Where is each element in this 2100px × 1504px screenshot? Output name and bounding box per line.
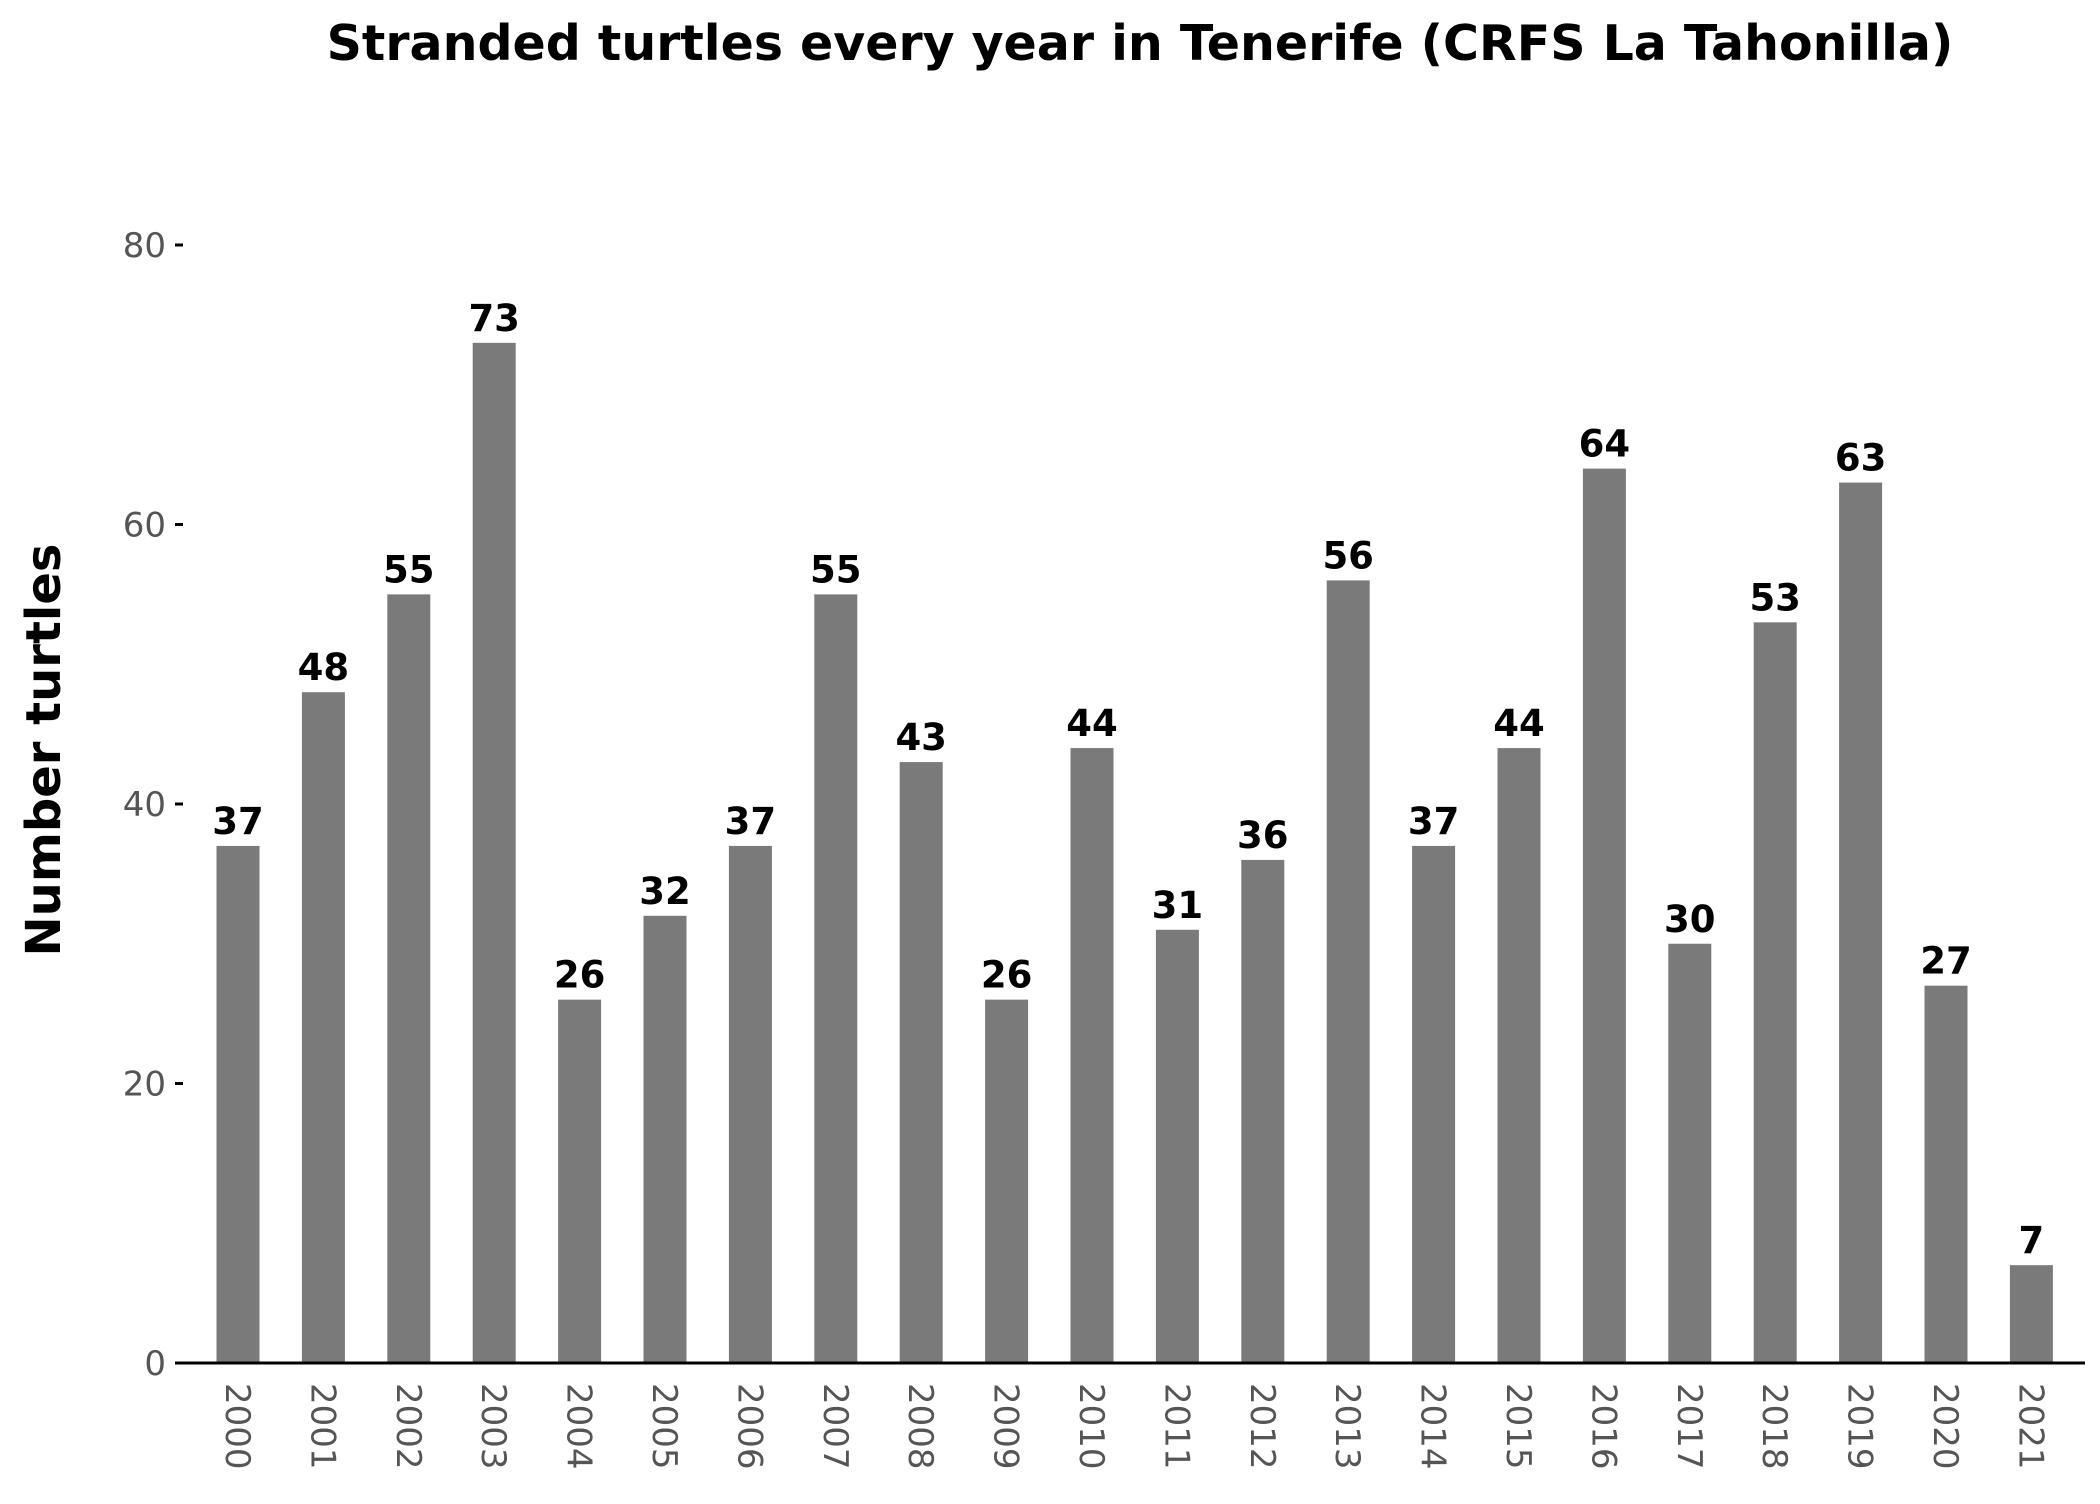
y-tick-label: 0 — [144, 1344, 166, 1384]
data-label-2018: 53 — [1749, 576, 1801, 619]
data-label-2013: 56 — [1322, 534, 1374, 577]
x-tick-label-2003: 2003 — [473, 1383, 513, 1470]
x-tick-label-2008: 2008 — [900, 1383, 940, 1470]
data-label-2012: 36 — [1237, 814, 1289, 857]
data-label-2010: 44 — [1066, 702, 1118, 745]
x-tick-label-2002: 2002 — [388, 1383, 428, 1470]
x-axis: 2000 2001 2002 2003 2004 2005 2006 2007 2008 2009… — [183, 1361, 2085, 1470]
data-label-2009: 26 — [981, 954, 1033, 997]
y-axis-label: Number turtles — [16, 544, 72, 957]
x-tick-label-2011: 2011 — [1156, 1383, 1196, 1470]
bar-2006 — [728, 845, 772, 1363]
data-label-2003: 73 — [468, 297, 520, 340]
bar-2007 — [814, 594, 858, 1363]
data-label-2014: 37 — [1408, 800, 1460, 843]
bar-2017 — [1668, 943, 1712, 1363]
bar-2008 — [899, 762, 943, 1363]
bar-2012 — [1241, 859, 1285, 1363]
data-label-2017: 30 — [1664, 898, 1716, 941]
bar-2019 — [1839, 482, 1883, 1363]
x-tick-label-2017: 2017 — [1669, 1383, 1709, 1470]
x-tick-label-2016: 2016 — [1583, 1383, 1623, 1470]
x-tick-label-2013: 2013 — [1327, 1383, 1367, 1470]
bar-2004 — [558, 999, 602, 1363]
x-tick-label-2020: 2020 — [1925, 1383, 1965, 1470]
bar-2016 — [1582, 468, 1626, 1364]
data-label-2016: 64 — [1579, 423, 1631, 466]
data-labels-group: 37 48 55 73 26 32 37 55 43 26 44 31 36 56 37 44 64 30 53 63… — [212, 297, 2044, 1262]
data-label-2021: 7 — [2019, 1219, 2045, 1262]
y-tick-label: 40 — [123, 785, 166, 825]
x-tick-label-2014: 2014 — [1413, 1383, 1453, 1470]
bar-2021 — [2009, 1265, 2053, 1363]
x-tick-label-2015: 2015 — [1498, 1383, 1538, 1470]
x-tick-label-2021: 2021 — [2010, 1383, 2050, 1470]
bar-2003 — [472, 342, 516, 1363]
data-label-2007: 55 — [810, 548, 862, 591]
x-tick-label-2005: 2005 — [644, 1383, 684, 1470]
data-label-2000: 37 — [212, 800, 264, 843]
bars-group — [216, 342, 2053, 1364]
bar-2020 — [1924, 985, 1968, 1363]
y-tick-label: 20 — [123, 1065, 166, 1105]
x-tick-label-2009: 2009 — [986, 1383, 1026, 1470]
data-label-2011: 31 — [1152, 884, 1204, 927]
x-tick-label-2018: 2018 — [1754, 1383, 1794, 1470]
data-label-2008: 43 — [895, 716, 947, 759]
x-tick-label-2010: 2010 — [1071, 1383, 1111, 1470]
x-tick-label-2019: 2019 — [1840, 1383, 1880, 1470]
bar-2005 — [643, 915, 687, 1363]
bar-2001 — [301, 692, 345, 1363]
bar-2013 — [1326, 580, 1370, 1363]
data-label-2019: 63 — [1835, 437, 1887, 480]
x-tick-label-2001: 2001 — [302, 1383, 342, 1470]
bar-2002 — [387, 594, 431, 1363]
bar-2015 — [1497, 748, 1541, 1363]
bar-2014 — [1412, 845, 1456, 1363]
x-tick-label-2004: 2004 — [559, 1383, 599, 1470]
bar-2009 — [985, 999, 1029, 1363]
y-axis: 0 20 40 60 80 — [123, 226, 183, 1384]
data-label-2015: 44 — [1493, 702, 1545, 745]
data-label-2020: 27 — [1920, 940, 1972, 983]
x-tick-label-2006: 2006 — [729, 1383, 769, 1470]
x-tick-label-2007: 2007 — [815, 1383, 855, 1470]
bar-2018 — [1753, 622, 1797, 1363]
data-label-2004: 26 — [554, 954, 606, 997]
bar-2011 — [1155, 929, 1199, 1363]
chart-title: Stranded turtles every year in Tenerife … — [327, 15, 1954, 72]
x-tick-label-2012: 2012 — [1242, 1383, 1282, 1470]
x-tick-label-2000: 2000 — [217, 1383, 257, 1470]
data-label-2005: 32 — [639, 870, 691, 913]
bar-2010 — [1070, 748, 1114, 1363]
y-tick-label: 60 — [123, 506, 166, 546]
bar-2000 — [216, 845, 260, 1363]
data-label-2006: 37 — [725, 800, 777, 843]
data-label-2001: 48 — [298, 646, 350, 689]
data-label-2002: 55 — [383, 548, 435, 591]
y-tick-label: 80 — [123, 226, 166, 266]
